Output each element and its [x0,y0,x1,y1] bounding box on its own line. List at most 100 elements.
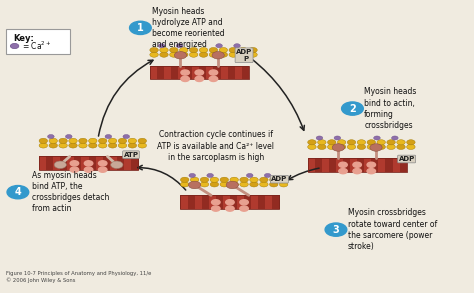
Circle shape [220,177,228,182]
Circle shape [84,161,93,166]
Text: ATP: ATP [123,152,138,158]
Bar [103,156,110,170]
Bar [39,156,46,170]
Circle shape [209,70,218,75]
Bar [39,156,138,170]
Bar [378,158,386,172]
Circle shape [39,143,47,148]
Circle shape [118,138,127,144]
Circle shape [89,143,97,148]
Circle shape [109,138,117,144]
Text: = Ca$^{2+}$: = Ca$^{2+}$ [22,40,51,52]
Bar [357,158,365,172]
Bar [336,158,344,172]
Circle shape [190,52,198,57]
Circle shape [397,140,405,145]
Circle shape [240,182,248,187]
Bar [53,156,61,170]
Circle shape [47,134,54,139]
Bar [39,156,138,170]
Circle shape [49,143,57,148]
Bar [46,156,54,170]
Circle shape [200,182,209,187]
Text: Key:: Key: [13,34,34,42]
Circle shape [128,138,137,144]
Circle shape [189,173,196,178]
Bar [181,195,279,209]
Bar [223,195,230,209]
Circle shape [111,161,123,168]
Bar [364,158,372,172]
Circle shape [69,138,77,144]
Circle shape [308,140,316,145]
Circle shape [54,161,66,168]
Circle shape [170,52,178,57]
Bar [185,66,193,79]
Circle shape [181,182,189,187]
Circle shape [377,140,385,145]
Circle shape [270,177,278,182]
Bar [265,195,273,209]
Circle shape [219,47,228,53]
Bar [251,195,259,209]
Bar [350,158,357,172]
Circle shape [367,140,375,145]
Bar [60,156,68,170]
Circle shape [49,138,57,144]
Circle shape [209,52,218,57]
Bar [171,66,179,79]
Circle shape [181,70,190,75]
Bar [220,66,228,79]
Circle shape [407,144,415,149]
Bar [244,195,252,209]
Circle shape [59,138,67,144]
Circle shape [191,177,199,182]
Circle shape [367,168,375,174]
Circle shape [353,162,361,167]
Circle shape [138,138,146,144]
Bar [308,158,407,172]
Circle shape [150,47,158,53]
Bar [230,195,237,209]
Circle shape [160,47,168,53]
Circle shape [279,177,288,182]
Text: ADP
  P: ADP P [236,49,252,62]
Circle shape [234,44,240,48]
Circle shape [249,47,257,53]
Circle shape [59,143,67,148]
Circle shape [199,47,208,53]
Circle shape [230,177,238,182]
Circle shape [109,143,117,148]
Circle shape [392,136,398,140]
Text: 4: 4 [15,187,21,197]
Text: Myosin heads
bind to actin,
forming
crossbridges: Myosin heads bind to actin, forming cros… [364,87,417,130]
Circle shape [249,52,257,57]
Bar [235,66,242,79]
Circle shape [216,44,222,48]
Circle shape [123,134,129,139]
Text: ADP: ADP [271,176,288,182]
Circle shape [370,144,382,151]
Bar [400,158,407,172]
Circle shape [240,200,248,205]
Bar [273,195,280,209]
Circle shape [328,140,336,145]
Bar [150,66,249,79]
Bar [150,66,249,79]
Text: ADP: ADP [399,156,415,162]
Circle shape [158,44,165,48]
Circle shape [229,47,237,53]
Bar [157,66,164,79]
Circle shape [190,47,198,53]
Circle shape [328,144,336,149]
Circle shape [219,52,228,57]
Text: 3: 3 [333,225,339,235]
Circle shape [84,167,93,172]
Circle shape [180,47,188,53]
Circle shape [195,76,203,81]
Circle shape [195,70,203,75]
Text: 1: 1 [137,23,144,33]
Circle shape [367,144,375,149]
Circle shape [240,206,248,211]
Bar [308,158,407,172]
